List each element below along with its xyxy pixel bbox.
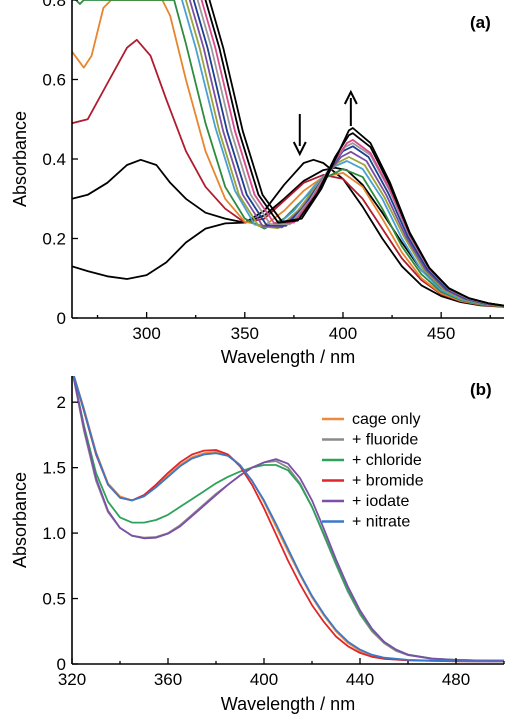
panel-a-x-tick-label: 450 xyxy=(427,324,455,343)
legend-entry-5: + iodate xyxy=(352,493,409,510)
panel-b-series-line-4 xyxy=(72,376,504,663)
panel-b-x-tick-label: 320 xyxy=(58,670,86,689)
panel-a-x-axis-label: Wavelength / nm xyxy=(221,347,355,367)
panel-a-y-tick-label: 0.8 xyxy=(42,0,66,10)
panel-b-x-axis-label: Wavelength / nm xyxy=(221,694,355,714)
panel-b-y-tick-label: 1.5 xyxy=(42,459,66,478)
panel-b-series-line-1 xyxy=(73,376,504,663)
panel-a-y-tick-label: 0 xyxy=(57,309,66,328)
panel-a-x-tick-label: 350 xyxy=(231,324,259,343)
panel-a-arrow-up-head xyxy=(343,89,358,105)
panel-b-label: (b) xyxy=(470,380,492,399)
panel-a-arrow-down-head xyxy=(292,141,307,157)
legend-entry-1: cage only xyxy=(352,411,421,428)
panel-a-y-tick-label: 0.6 xyxy=(42,71,66,90)
panel-a-series-line-6 xyxy=(181,0,504,307)
legend-entry-4: + bromide xyxy=(352,473,424,490)
panel-a-series-line-3 xyxy=(72,38,504,308)
panel-a-ticks: 300 350 400 450 0 0.2 0.4 0.6 0.8 xyxy=(42,0,491,343)
panel-a-series-line-2 xyxy=(72,158,504,308)
panel-b-y-tick-label: 0.5 xyxy=(42,590,66,609)
panel-a-series-line-5 xyxy=(75,0,504,308)
panel-a-series-line-4 xyxy=(72,0,504,308)
panel-b-series-group xyxy=(72,376,504,663)
panel-a-y-axis-label: Absorbance xyxy=(10,111,30,207)
legend-entry-3: + chloride xyxy=(352,452,422,469)
panel-b-x-tick-label: 400 xyxy=(250,670,278,689)
panel-b-y-tick-label: 0 xyxy=(57,655,66,674)
panel-b-series-line-2 xyxy=(72,376,504,662)
panel-b-series-line-6 xyxy=(72,376,504,663)
panel-b-ticks: 320 360 400 440 480 0 0.5 1.0 1.5 2 xyxy=(42,393,505,689)
panel-b-legend: cage only + fluoride + chloride + bromide + … xyxy=(322,411,424,531)
panel-a-y-tick-label: 0.2 xyxy=(42,230,66,249)
panel-b-y-tick-label: 2 xyxy=(57,393,66,412)
panel-a-x-tick-label: 400 xyxy=(329,324,357,343)
panel-a-x-tick-label: 300 xyxy=(132,324,160,343)
panel-a-arrows xyxy=(292,89,358,157)
panel-b-y-axis-label: Absorbance xyxy=(10,472,30,568)
panel-b-series-line-5 xyxy=(72,376,504,662)
panel-a-y-tick-label: 0.4 xyxy=(42,150,66,169)
panel-b-series-line-3 xyxy=(72,376,504,662)
panel-a-series-line-13 xyxy=(208,0,504,307)
panel-a-label: (a) xyxy=(470,13,491,32)
panel-b-x-tick-label: 360 xyxy=(154,670,182,689)
legend-entry-6: + nitrate xyxy=(352,514,410,531)
panel-b: 320 360 400 440 480 0 0.5 1.0 1.5 2 (b) Wavelengt… xyxy=(10,376,505,714)
panel-b-y-tick-label: 1.0 xyxy=(42,524,66,543)
panel-a: 300 350 400 450 0 0.2 0.4 0.6 0.8 (a) Wavelength… xyxy=(10,0,504,367)
panel-b-x-tick-label: 480 xyxy=(442,670,470,689)
panel-b-x-tick-label: 440 xyxy=(346,670,374,689)
legend-entry-2: + fluoride xyxy=(352,432,418,449)
panel-a-series-group xyxy=(72,0,504,308)
